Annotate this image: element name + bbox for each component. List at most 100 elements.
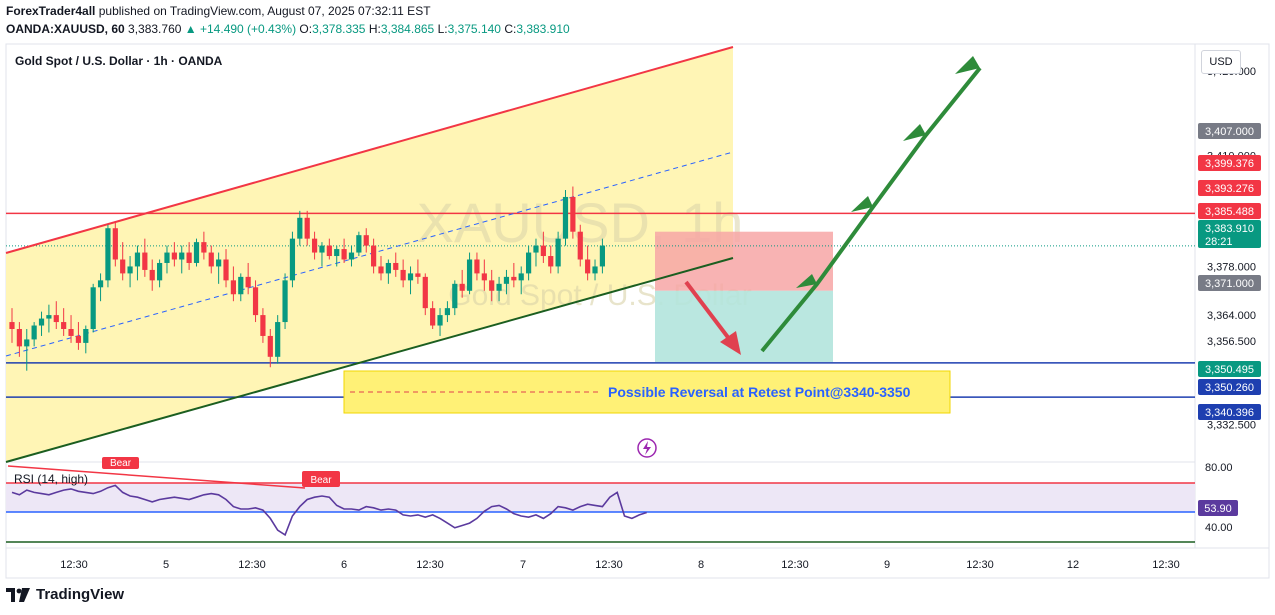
- rsi-value-text: 53.90: [1204, 503, 1232, 515]
- last-price: 3,383.760: [128, 22, 182, 36]
- candle-body: [592, 266, 598, 274]
- candle-body: [407, 273, 414, 281]
- channel-area: [6, 47, 733, 462]
- price-tag-text: 3,350.495: [1205, 364, 1254, 376]
- candlestick-series: [9, 186, 605, 371]
- bullish-path-line: [760, 66, 982, 353]
- price-tag: [1198, 275, 1261, 291]
- candle-body: [112, 228, 118, 260]
- candle-body: [238, 276, 244, 295]
- time-axis[interactable]: 12:30 5 12:30 6 12:30 7 12:30 8 12:30 9 12:30 12 12:…: [60, 559, 1180, 571]
- bullish-path-arrows[interactable]: [760, 56, 982, 353]
- take-profit-box[interactable]: [655, 290, 833, 363]
- upper-channel-line[interactable]: [5, 46, 734, 254]
- stop-loss-box[interactable]: [655, 231, 833, 291]
- publish-line: ForexTrader4all published on TradingView…: [6, 4, 431, 18]
- low-label: L:: [437, 22, 448, 36]
- candle-body: [489, 280, 495, 291]
- legend-title[interactable]: Gold Spot / U.S. Dollar · 1h · OANDA: [15, 54, 223, 68]
- candle-body: [555, 238, 561, 267]
- price-tag-text: 3,383.910: [1205, 223, 1254, 235]
- candle-body: [171, 252, 177, 260]
- chart-header: ForexTrader4all published on TradingView…: [0, 0, 1275, 42]
- change-value: +14.490 (+0.43%): [200, 22, 297, 36]
- candle-body: [75, 335, 82, 343]
- candle-body: [599, 245, 605, 267]
- time-tick-label: 12:30: [1152, 559, 1180, 571]
- candle-body: [356, 235, 362, 253]
- rsi-label[interactable]: RSI (14, high): [14, 472, 88, 486]
- time-tick-label: 12: [1067, 559, 1079, 571]
- candle-body: [24, 339, 30, 347]
- currency-button[interactable]: USD: [1201, 50, 1241, 74]
- price-tag: [1198, 180, 1261, 196]
- candle-body: [326, 245, 332, 257]
- open-value: 3,378.335: [312, 22, 366, 36]
- candle-body: [275, 322, 281, 357]
- symbol-label[interactable]: OANDA:XAUUSD, 60: [6, 22, 125, 36]
- candle-body: [149, 269, 155, 281]
- candle-body: [430, 308, 436, 326]
- price-tag-text: 3,399.376: [1205, 158, 1254, 170]
- candle-body: [378, 266, 384, 274]
- candle-body: [61, 322, 67, 329]
- rsi-line: [11, 484, 647, 537]
- candle-body: [208, 252, 214, 267]
- candle-body: [9, 322, 15, 329]
- candle-body: [97, 280, 104, 288]
- price-tag: [1198, 203, 1261, 219]
- lower-channel-line[interactable]: [5, 257, 734, 463]
- bullish-arrow-head-1: [796, 274, 817, 288]
- candle-body: [474, 259, 480, 274]
- retest-label: Possible Reversal at Retest Point@3340-3…: [608, 384, 911, 400]
- publisher-name[interactable]: ForexTrader4all: [6, 4, 96, 18]
- bullish-arrow-head-3: [903, 124, 926, 141]
- candle-body: [540, 245, 546, 257]
- candle-body: [223, 259, 229, 281]
- bullish-arrow-head-4: [955, 56, 980, 74]
- ohlc-line: OANDA:XAUUSD, 60 3,383.760 ▲ +14.490 (+0…: [6, 22, 570, 36]
- time-tick-label: 6: [341, 559, 347, 571]
- price-tick-label: 3,356.500: [1207, 336, 1256, 348]
- price-tag-text: 3,350.260: [1205, 382, 1254, 394]
- candle-body: [90, 287, 96, 329]
- candle-body: [83, 329, 89, 343]
- bear-tag-2: [302, 471, 340, 487]
- time-tick-label: 7: [520, 559, 526, 571]
- price-tag-text: 3,385.488: [1205, 206, 1254, 218]
- candle-body: [385, 262, 391, 274]
- candle-body: [186, 252, 192, 263]
- candle-body: [142, 252, 148, 270]
- candle-body: [105, 228, 111, 281]
- open-label: O:: [299, 22, 313, 36]
- price-tags: 3,407.000 3,399.376 3,393.276 3,385.488 3,38…: [1198, 123, 1261, 420]
- candle-body: [245, 276, 251, 288]
- bullish-arrow-head-2: [851, 196, 873, 212]
- candle-body: [496, 283, 502, 291]
- price-tag-text: 3,371.000: [1205, 278, 1254, 290]
- candle-body: [164, 252, 170, 263]
- event-lightning-icon[interactable]: [637, 438, 657, 458]
- price-tag-text: 3,340.396: [1205, 407, 1254, 419]
- bearish-arrow-head: [720, 331, 741, 355]
- candle-body: [38, 318, 45, 326]
- candle-body: [297, 217, 303, 239]
- bearish-arrow-shaft: [684, 280, 732, 342]
- price-tag: [1198, 404, 1261, 420]
- candle-body: [393, 262, 399, 270]
- candle-body: [267, 335, 273, 357]
- candle-body: [46, 315, 52, 319]
- candle-body: [193, 242, 200, 263]
- bear-tag-1-text: Bear: [110, 458, 132, 469]
- time-tick-label: 12:30: [60, 559, 88, 571]
- price-tag: [1198, 361, 1261, 377]
- candle-body: [363, 235, 369, 246]
- time-tick-label: 12:30: [595, 559, 623, 571]
- candle-body: [120, 259, 126, 274]
- candle-body: [371, 245, 377, 267]
- footer-brand[interactable]: TradingView: [6, 586, 124, 603]
- bearish-arrow[interactable]: [684, 280, 741, 355]
- candle-body: [252, 287, 259, 316]
- price-tag: [1198, 220, 1261, 248]
